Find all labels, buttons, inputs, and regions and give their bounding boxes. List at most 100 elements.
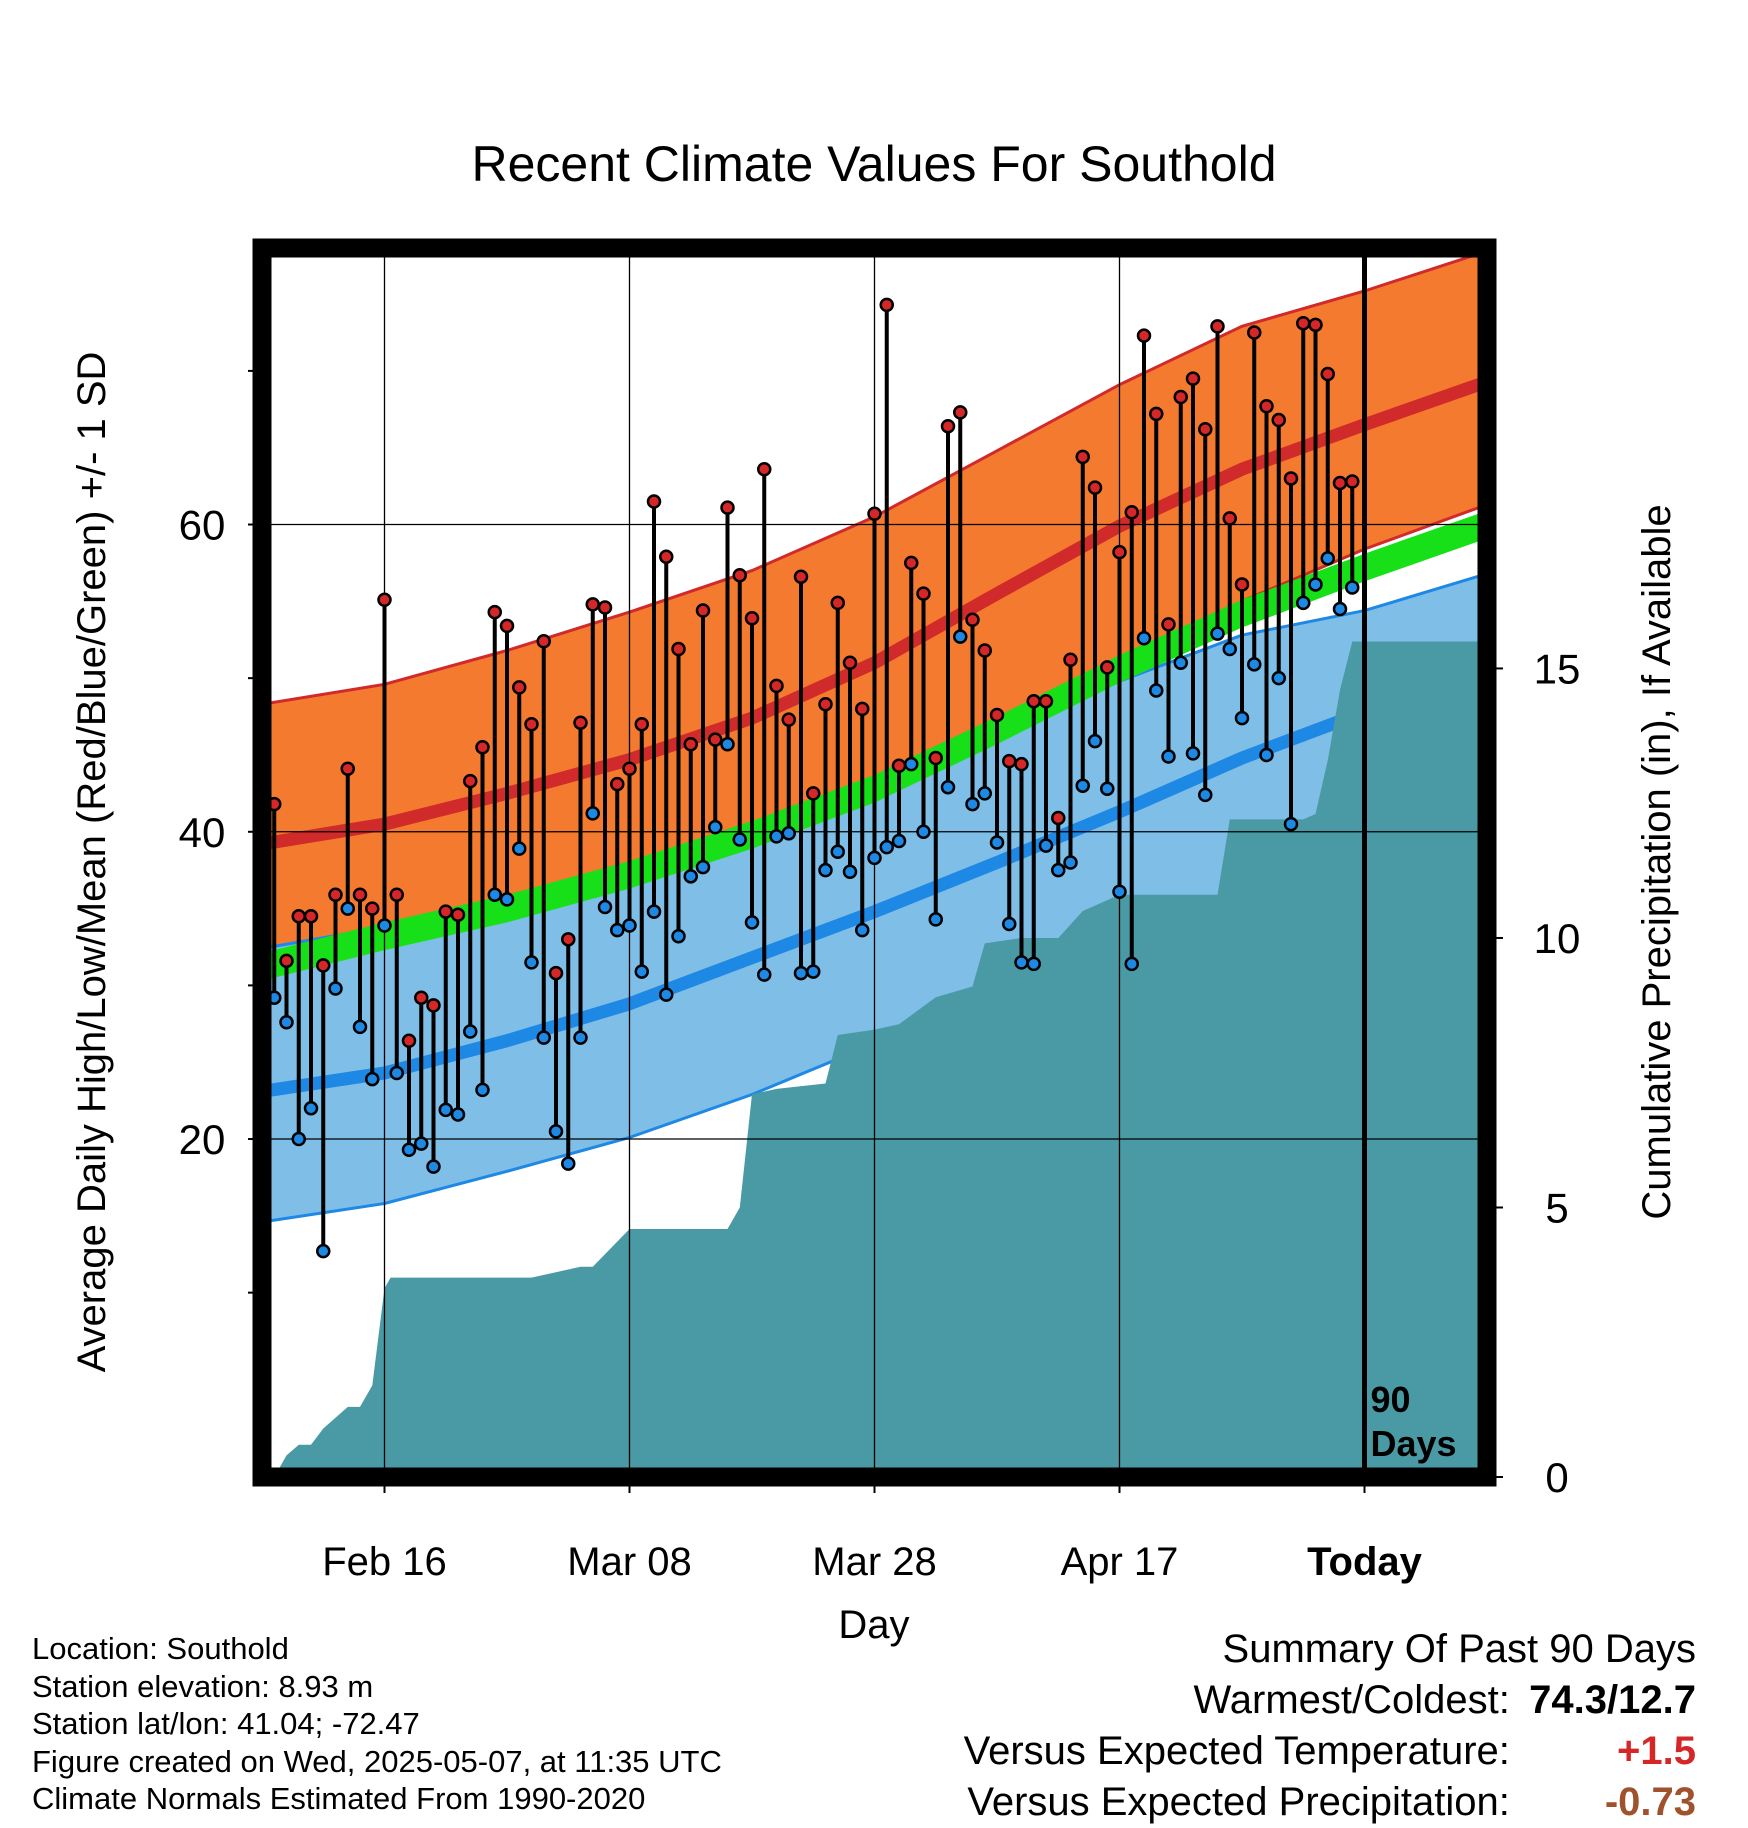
y-axis-label: Average Daily High/Low/Mean (Red/Blue/Gr… (70, 352, 114, 1373)
high-point (426, 998, 441, 1013)
high-point (1198, 422, 1213, 437)
y2-tick-label: 0 (1545, 1454, 1568, 1501)
high-point (328, 887, 343, 903)
high-point (450, 907, 466, 922)
high-point (646, 494, 662, 509)
low-point (1002, 916, 1017, 932)
high-point (463, 773, 478, 789)
low-point (708, 819, 723, 835)
low-point (1271, 670, 1286, 686)
elevation-text: Station elevation: 8.93 m (32, 1668, 374, 1704)
low-point (720, 736, 735, 752)
high-point (1087, 480, 1103, 495)
high-point (279, 953, 294, 969)
y-tick-label: 20 (179, 1116, 226, 1163)
low-point (867, 850, 882, 866)
high-point (1320, 366, 1335, 382)
high-point (757, 461, 772, 477)
high-point (1112, 544, 1127, 560)
low-point (977, 786, 992, 801)
high-point (303, 909, 319, 924)
low-point (634, 964, 649, 979)
axes: 20 40 60 0 5 10 15 Feb 16 Mar 08 Mar 28 Apr 17 Toda… (179, 369, 1581, 1584)
low-point (1296, 595, 1311, 611)
high-point (842, 655, 858, 671)
high-point (1210, 319, 1225, 334)
high-point (389, 887, 404, 903)
low-point (524, 955, 539, 970)
low-point (904, 756, 919, 772)
x-tick-label: Mar 28 (812, 1540, 937, 1584)
high-point (1026, 693, 1041, 709)
chart-title: Recent Climate Values For Southold (471, 136, 1276, 192)
low-point (1161, 749, 1176, 764)
high-point (1038, 693, 1054, 709)
high-point (634, 716, 649, 732)
warm-cold-value: 74.3/12.7 (1529, 1678, 1696, 1722)
low-point (1283, 816, 1299, 832)
high-point (1332, 475, 1348, 491)
low-point (891, 833, 907, 849)
low-point (769, 829, 784, 844)
low-point (818, 862, 833, 878)
low-point (316, 1243, 331, 1259)
low-point (757, 967, 772, 982)
high-point (340, 761, 355, 777)
low-point (744, 915, 760, 930)
low-point (536, 1030, 551, 1045)
low-point (365, 1071, 380, 1087)
low-point (671, 928, 686, 944)
high-point (793, 569, 809, 585)
high-point (1259, 398, 1274, 414)
high-point (695, 603, 711, 618)
y2-tick-label: 15 (1534, 645, 1581, 692)
low-point (463, 1024, 478, 1039)
x-axis-label: Day (838, 1603, 909, 1647)
high-point (1185, 371, 1201, 386)
high-point (487, 604, 502, 620)
y-tick-label: 60 (179, 502, 226, 549)
high-point (659, 549, 674, 565)
low-point (279, 1015, 294, 1030)
low-point (732, 832, 747, 847)
low-point (499, 892, 515, 907)
high-point (1247, 325, 1262, 340)
high-point (1051, 810, 1066, 826)
low-point (573, 1030, 588, 1045)
low-point (1136, 630, 1152, 646)
high-point (536, 634, 551, 649)
low-point (585, 806, 600, 821)
low-point (377, 918, 392, 933)
precip-value: -0.73 (1604, 1780, 1696, 1824)
high-point (475, 740, 490, 755)
low-point (1112, 884, 1127, 899)
low-point (487, 887, 502, 903)
high-point (1014, 756, 1029, 772)
temp-label: Versus Expected Temperature: (963, 1729, 1510, 1773)
high-point (953, 405, 968, 420)
low-point (1051, 862, 1066, 878)
low-point (389, 1065, 404, 1081)
y2-tick-label: 10 (1534, 915, 1581, 962)
low-point (1185, 746, 1201, 761)
warm-cold-label: Warmest/Coldest: (1193, 1678, 1510, 1722)
low-point (328, 981, 343, 996)
high-point (499, 618, 515, 634)
high-point (512, 680, 527, 695)
high-point (769, 678, 784, 694)
location-text: Location: Southold (32, 1631, 289, 1666)
high-point (940, 418, 956, 434)
x-tick-label: Mar 08 (567, 1540, 692, 1584)
low-point (1026, 956, 1041, 972)
low-point (781, 826, 796, 841)
low-point (561, 1156, 576, 1171)
summary-panel: Summary Of Past 90 Days Warmest/Coldest:… (964, 1624, 1696, 1828)
low-point (291, 1131, 306, 1147)
high-point (806, 786, 821, 801)
low-point (989, 835, 1005, 850)
low-point (438, 1102, 453, 1118)
high-point (1234, 577, 1250, 592)
high-point (867, 506, 882, 522)
high-point (989, 707, 1005, 723)
